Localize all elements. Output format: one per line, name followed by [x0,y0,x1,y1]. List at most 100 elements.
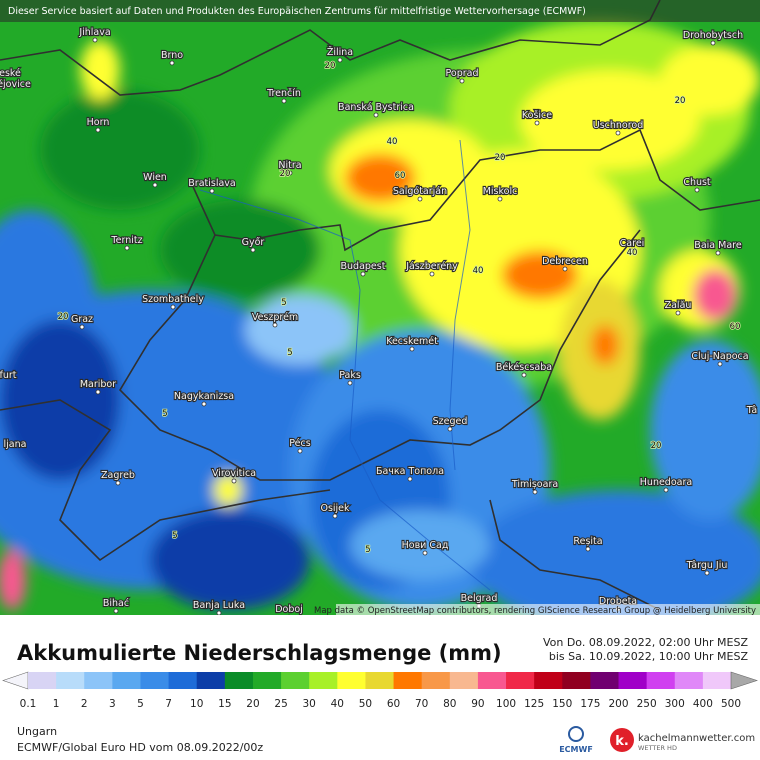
city-label: Osijek [320,503,350,514]
disclaimer: Dieser Service basiert auf Daten und Pro… [8,6,586,17]
city-dot [407,476,413,482]
city-label: Jászberény [405,261,458,272]
city-dot [710,40,716,46]
city-dot [629,248,635,254]
city-label: Békéscsaba [496,362,552,373]
legend-label: 40 [331,698,344,710]
city-dot [717,361,723,367]
model-run: ECMWF/Global Euro HD vom 08.09.2022/00z [17,741,263,754]
city-label: Hunedoara [640,477,692,488]
legend-swatch [562,672,591,689]
city-label: Wien [143,172,167,183]
city-label: Târgu Jiu [686,560,728,571]
contour-label: 20 [280,169,291,179]
city-label: Nitra [278,160,301,171]
city-label: ějovice [0,79,31,90]
city-dot [615,130,621,136]
contour-label: 20 [651,441,662,451]
legend-label: 50 [359,698,372,710]
legend-label: 175 [580,698,600,710]
city-label: Pécs [289,438,310,449]
city-dot [287,170,293,176]
contour-label: 20 [495,153,506,163]
period-end: bis Sa. 10.09.2022, 10:00 Uhr MESZ [549,650,749,663]
city-dot [170,304,176,310]
river [199,189,491,591]
city-label: Veszprém [252,312,298,323]
city-label: Poprad [446,68,479,79]
city-dot [272,322,278,328]
city-label: Banská Bystrica [338,102,414,113]
legend-swatch [252,672,282,689]
border [118,229,641,481]
city-dot [250,247,256,253]
city-label: Zagreb [101,470,135,481]
legend-label: 200 [608,698,628,710]
legend-swatch [84,672,113,689]
city-label: Timișoara [511,479,558,490]
legend-label: 100 [496,698,516,710]
city-dot [704,570,710,576]
city-label: Maribor [80,379,116,390]
legend-swatch [365,672,395,689]
city-label: ljana [4,439,27,450]
legend-swatch [168,672,198,689]
brand: kachelmannwetter.com [638,733,755,744]
city-dot [92,37,98,43]
city-label: Reșita [573,536,602,547]
legend-swatch [56,672,85,689]
city-label: Bratislava [188,178,235,189]
city-dot [497,196,503,202]
city-label: Virovitica [212,468,256,479]
legend-label: 30 [303,698,316,710]
city-dot [287,614,291,615]
city-label: Chust [683,177,711,188]
city-label: Бачка Топола [376,466,444,477]
city-dot [209,188,215,194]
legend-swatch [618,672,648,689]
contour-label: 20 [675,96,686,106]
city-dot [124,245,130,251]
ecmwf-logo: ECMWF [559,745,593,754]
map: Jihlava Brno Žilina Poprad Drohobytsch Trenčí… [0,0,760,616]
city-dot [95,389,101,395]
legend-swatch [477,672,507,689]
contour-label: 5 [162,409,167,419]
city-label: Cluj-Napoca [691,351,748,362]
legend-swatch [590,672,620,689]
city-dot [373,112,379,118]
city-label: eské [0,68,21,79]
city-dot [169,60,175,66]
contour-label: 20 [325,61,336,71]
contour-label: 5 [365,545,370,555]
legend-swatch [449,672,479,689]
city-dot [422,550,428,556]
legend-label: 2 [81,698,88,710]
legend-arrow-left [2,671,29,690]
legend-label: 150 [552,698,572,710]
city-layer: Jihlava Brno Žilina Poprad Drohobytsch Trenčí… [0,26,758,615]
ecmwf-icon [568,726,584,742]
city-dot [332,513,338,519]
city-dot [216,610,222,615]
legend-swatch [534,672,563,689]
attribution: Map data © OpenStreetMap contributors, r… [314,606,756,616]
city-label: Jihlava [78,27,110,38]
legend-swatch [281,672,310,689]
legend-swatch [112,672,141,689]
city-label: Győr [242,237,265,248]
city-label: Trenčín [266,88,301,99]
border [0,0,661,96]
city-dot [360,271,366,277]
contour-label: 40 [387,137,398,147]
legend-swatch [674,672,704,689]
legend-label: 25 [274,698,287,710]
legend-label: 125 [524,698,544,710]
contour-label: 40 [627,248,638,258]
legend-label: 70 [415,698,428,710]
city-dot [409,346,415,352]
city-dot [429,271,435,277]
legend-label: 5 [137,698,144,710]
city-label: Horn [87,117,110,128]
